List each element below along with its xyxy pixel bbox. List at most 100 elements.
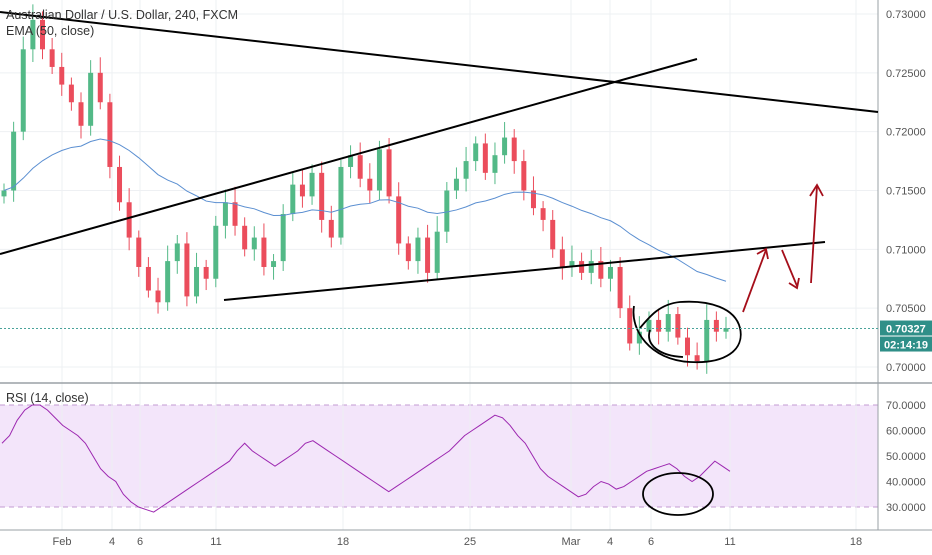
time-tick-label: 6 xyxy=(648,536,654,548)
consolidation-circle-close xyxy=(648,329,684,358)
price-tick-label: 0.70000 xyxy=(886,362,926,374)
candle-body xyxy=(463,161,469,179)
candle-body xyxy=(126,202,132,238)
candle-body xyxy=(405,243,411,262)
candle-body xyxy=(30,19,36,50)
candle-body xyxy=(203,266,209,279)
candle-body xyxy=(261,237,267,267)
candle-body xyxy=(194,266,200,297)
ema-legend: EMA (50, close) xyxy=(6,24,95,38)
candle-body xyxy=(723,328,729,332)
candle-body xyxy=(40,19,46,50)
price-tick-label: 0.70500 xyxy=(886,303,926,315)
candle-body xyxy=(299,184,305,197)
rsi-tick-label: 60.0000 xyxy=(886,426,926,438)
rsi-legend: RSI (14, close) xyxy=(6,391,89,405)
candle-body xyxy=(117,166,123,203)
countdown-label: 02:14:19 xyxy=(884,340,928,352)
candle-body xyxy=(271,261,277,267)
candle-body xyxy=(704,319,710,362)
time-tick-label: 4 xyxy=(109,536,115,548)
candle-body xyxy=(453,178,459,191)
candle-body xyxy=(617,266,623,309)
candle-body xyxy=(550,219,556,250)
rsi-circle xyxy=(642,472,714,516)
candle-body xyxy=(348,155,354,167)
candle-body xyxy=(97,72,103,103)
candle-body xyxy=(694,355,700,362)
price-tick-label: 0.71000 xyxy=(886,244,926,256)
candle-body xyxy=(251,237,257,250)
candle-body xyxy=(473,143,479,162)
candle-body xyxy=(155,290,161,303)
time-tick-label: 6 xyxy=(137,536,143,548)
candle-body xyxy=(145,266,151,291)
rsi-tick-label: 70.0000 xyxy=(886,400,926,412)
candle-body xyxy=(78,102,84,126)
last-price-label: 0.70327 xyxy=(886,324,926,336)
time-tick-label: 18 xyxy=(337,536,349,548)
projection-arrowhead xyxy=(809,183,824,197)
candle-body xyxy=(280,214,286,262)
candle-body xyxy=(492,155,498,173)
candle-body xyxy=(213,225,219,279)
candle-body xyxy=(20,49,26,132)
chart-title: Australian Dollar / U.S. Dollar, 240, FX… xyxy=(6,8,239,22)
projection-arrow-final xyxy=(810,185,818,284)
candle-body xyxy=(396,196,402,244)
candle-body xyxy=(290,184,296,215)
candle-body xyxy=(11,131,17,191)
candle-body xyxy=(242,225,248,250)
candle-body xyxy=(1,190,7,197)
candle-body xyxy=(107,102,113,167)
candle-body xyxy=(579,261,585,273)
candle-body xyxy=(319,172,325,220)
candle-body xyxy=(559,249,565,267)
candle-body xyxy=(569,261,575,267)
candle-body xyxy=(521,161,527,191)
candle-body xyxy=(338,166,344,238)
candle-body xyxy=(502,137,508,156)
rsi-band xyxy=(0,405,878,507)
projection-arrow-down xyxy=(781,249,798,287)
candle-body xyxy=(713,319,719,332)
price-tick-label: 0.73000 xyxy=(886,9,926,21)
candle-body xyxy=(174,243,180,262)
candle-body xyxy=(68,84,74,103)
candle-body xyxy=(184,243,190,297)
candle-body xyxy=(588,261,594,273)
candle-body xyxy=(540,208,546,220)
candle-body xyxy=(444,190,450,232)
projection-arrowhead xyxy=(788,277,800,290)
price-tick-label: 0.71500 xyxy=(886,186,926,198)
candle-body xyxy=(357,155,363,179)
time-tick-label: 4 xyxy=(607,536,613,548)
projection-arrowhead xyxy=(756,247,769,260)
candle-body xyxy=(59,66,65,85)
candle-body xyxy=(136,237,142,267)
candle-body xyxy=(607,266,613,279)
candle-body xyxy=(627,308,633,344)
descending-trendline xyxy=(0,11,879,113)
candle-body xyxy=(425,237,431,273)
candle-body xyxy=(232,202,238,226)
time-tick-label: 11 xyxy=(210,536,221,548)
time-tick-label: 18 xyxy=(850,536,862,548)
candle-body xyxy=(415,237,421,262)
candle-body xyxy=(636,331,642,344)
candle-body xyxy=(386,149,392,197)
candle-body xyxy=(376,149,382,191)
candle-body xyxy=(656,319,662,332)
candle-body xyxy=(665,314,671,332)
rsi-tick-label: 40.0000 xyxy=(886,477,926,489)
consolidation-circle xyxy=(632,300,742,364)
candle-body xyxy=(222,202,228,226)
candle-body xyxy=(88,72,94,126)
candle-body xyxy=(482,143,488,173)
candle-body xyxy=(511,137,517,162)
rsi-line xyxy=(1,404,731,513)
rsi-tick-label: 30.0000 xyxy=(886,502,926,514)
candle-body xyxy=(328,219,334,238)
